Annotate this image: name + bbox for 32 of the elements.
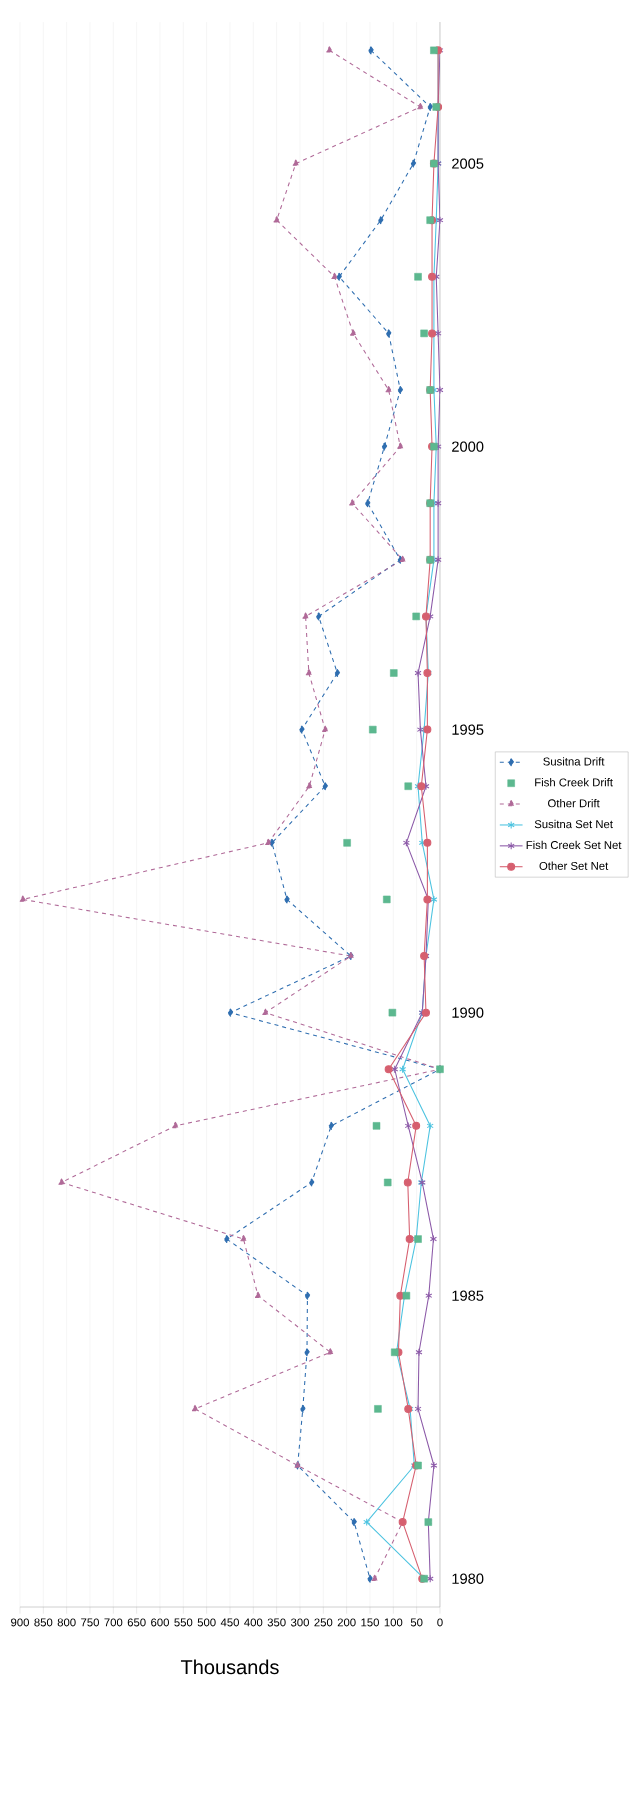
y-tick-label: 2005 [452, 158, 484, 169]
x-tick-label: 150 [361, 1618, 379, 1627]
legend-label: Susitna Drift [543, 757, 605, 766]
x-tick-label: 800 [57, 1618, 76, 1627]
x-tick-label: 250 [314, 1618, 333, 1627]
x-tick-label: 50 [410, 1618, 423, 1627]
y-tick-label: 1980 [452, 1573, 484, 1584]
x-tick-label: 700 [104, 1618, 123, 1627]
x-tick-label: 900 [11, 1618, 29, 1627]
x-tick-label: 850 [34, 1618, 53, 1627]
x-tick-label: 200 [337, 1618, 356, 1627]
x-tick-label: 650 [127, 1618, 146, 1627]
y-tick-label: 1995 [452, 724, 484, 735]
x-tick-label: 400 [244, 1618, 263, 1627]
x-tick-label: 350 [267, 1618, 286, 1627]
x-tick-label: 450 [220, 1618, 239, 1627]
x-tick-label: 300 [290, 1618, 309, 1627]
x-tick-label: 750 [81, 1618, 99, 1627]
x-tick-label: 100 [384, 1618, 403, 1627]
legend-label: Fish Creek Set Net [526, 840, 622, 850]
x-tick-label: 500 [197, 1618, 216, 1627]
legend-label: Other Drift [548, 798, 600, 808]
y-tick-label: 2000 [452, 441, 484, 452]
x-tick-label: 550 [174, 1618, 193, 1627]
x-tick-label: 600 [151, 1618, 169, 1627]
legend-label: Fish Creek Drift [535, 778, 613, 787]
y-tick-label: 1985 [452, 1290, 484, 1301]
legend-label: Susitna Set Net [534, 819, 613, 829]
y-tick-label: 1990 [452, 1007, 484, 1018]
x-tick-label: 0 [437, 1618, 443, 1627]
legend-label: Other Set Net [539, 861, 609, 870]
x-axis-title: Thousands [180, 1659, 279, 1675]
